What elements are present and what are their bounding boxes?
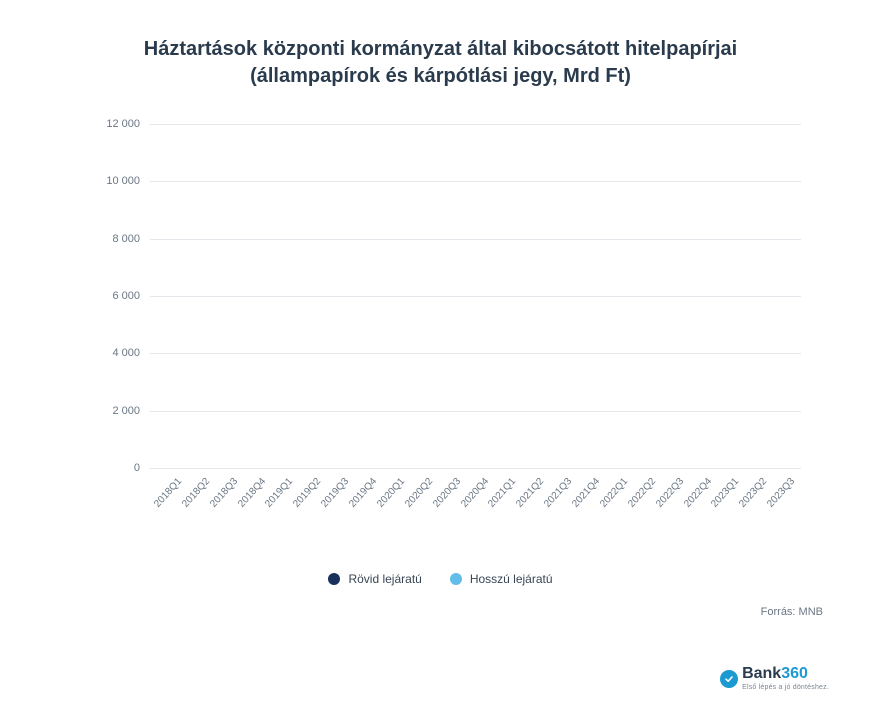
chart-x-tick-label: 2020Q2: [403, 476, 435, 510]
chart-x-tick-label: 2019Q2: [291, 476, 323, 510]
chart-x-tick-label: 2023Q1: [710, 476, 742, 510]
brand-check-icon: [720, 670, 738, 688]
chart-x-tick-label: 2022Q2: [626, 476, 658, 510]
chart-title: Háztartások központi kormányzat által ki…: [0, 0, 881, 100]
chart-x-tick-label: 2022Q4: [682, 476, 714, 510]
chart-x-tick-label: 2020Q1: [375, 476, 407, 510]
legend-item: Hosszú lejáratú: [450, 572, 553, 586]
chart-x-tick-label: 2018Q1: [152, 476, 184, 510]
chart-x-tick-label: 2018Q4: [236, 476, 268, 510]
chart-x-tick-label: 2021Q4: [570, 476, 602, 510]
brand-logo: Bank360 Első lépés a jó döntéshez.: [720, 666, 829, 691]
chart-gridline: [150, 124, 801, 125]
chart-x-tick-label: 2023Q2: [737, 476, 769, 510]
legend-label: Hosszú lejáratú: [470, 572, 553, 586]
chart-x-tick-label: 2021Q3: [542, 476, 574, 510]
chart-gridline: [150, 296, 801, 297]
legend-label: Rövid lejáratú: [348, 572, 421, 586]
legend-item: Rövid lejáratú: [328, 572, 421, 586]
brand-tagline: Első lépés a jó döntéshez.: [742, 684, 829, 691]
chart-gridline: [150, 239, 801, 240]
chart-source: Forrás: MNB: [0, 586, 881, 618]
chart-x-tick-label: 2022Q1: [598, 476, 630, 510]
brand-name: Bank360: [742, 666, 829, 682]
chart-gridline: [150, 353, 801, 354]
chart-gridline: [150, 181, 801, 182]
chart-gridline: [150, 411, 801, 412]
chart-y-tick-label: 4 000: [112, 347, 140, 359]
chart-plot: 2018Q12018Q22018Q32018Q42019Q12019Q22019…: [150, 124, 801, 468]
chart-y-tick-label: 10 000: [106, 175, 140, 187]
chart-x-tick-label: 2018Q3: [208, 476, 240, 510]
chart-area: 2018Q12018Q22018Q32018Q42019Q12019Q22019…: [100, 124, 821, 514]
chart-y-tick-label: 0: [134, 462, 140, 474]
chart-x-tick-label: 2021Q1: [487, 476, 519, 510]
chart-y-tick-label: 2 000: [112, 405, 140, 417]
chart-x-tick-label: 2020Q4: [459, 476, 491, 510]
brand-name-part2: 360: [781, 665, 808, 682]
brand-name-part1: Bank: [742, 665, 781, 682]
chart-x-tick-label: 2019Q1: [264, 476, 296, 510]
chart-x-tick-label: 2019Q4: [347, 476, 379, 510]
chart-x-tick-label: 2020Q3: [431, 476, 463, 510]
chart-x-tick-label: 2023Q3: [765, 476, 797, 510]
chart-x-tick-label: 2021Q2: [514, 476, 546, 510]
chart-x-tick-label: 2019Q3: [319, 476, 351, 510]
chart-x-tick-label: 2018Q2: [180, 476, 212, 510]
chart-y-tick-label: 12 000: [106, 118, 140, 130]
chart-gridline: [150, 468, 801, 469]
chart-legend: Rövid lejáratú Hosszú lejáratú: [0, 572, 881, 586]
chart-y-tick-label: 6 000: [112, 290, 140, 302]
chart-y-tick-label: 8 000: [112, 233, 140, 245]
legend-swatch: [328, 573, 340, 585]
legend-swatch: [450, 573, 462, 585]
chart-x-tick-label: 2022Q3: [654, 476, 686, 510]
